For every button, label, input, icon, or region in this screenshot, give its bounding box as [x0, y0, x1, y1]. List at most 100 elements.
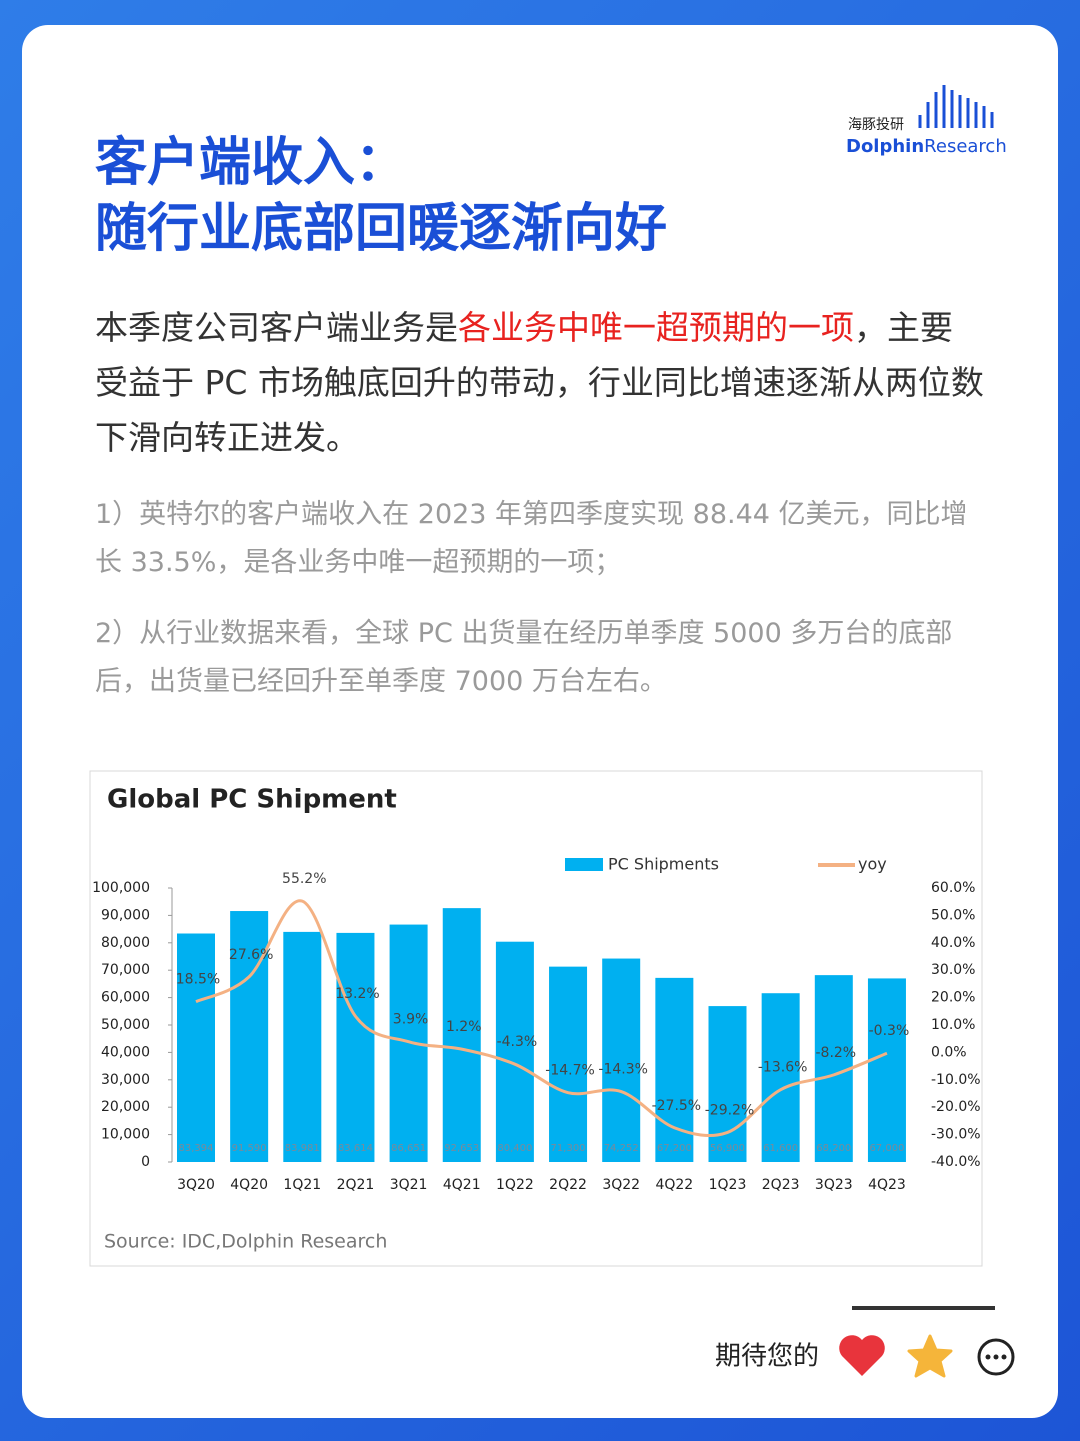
y-tick-label: 50,000: [101, 1017, 150, 1033]
logo-bars: [918, 85, 994, 128]
intro-text: 本季度公司客户端业务是: [95, 308, 458, 347]
bar: [495, 941, 534, 1162]
bar-label: 61,600: [763, 1143, 798, 1154]
y-tick-label: 20,000: [101, 1099, 150, 1115]
title-line: 客户端收入：: [95, 133, 408, 193]
yoy-label: 13.2%: [335, 986, 379, 1002]
yoy-label: -27.5%: [652, 1098, 702, 1114]
yoy-label: 3.9%: [393, 1012, 429, 1028]
y2-tick-label: 0.0%: [931, 1044, 967, 1060]
bar-label: 74,252: [604, 1143, 639, 1154]
yoy-label: 27.6%: [229, 947, 273, 963]
yoy-label: -0.3%: [869, 1023, 910, 1039]
yoy-label: -14.7%: [545, 1063, 595, 1079]
x-tick-label: 2Q22: [549, 1177, 587, 1193]
x-tick-label: 1Q23: [709, 1177, 747, 1193]
intro: 本季度公司客户端业务是各业务中唯一超预期的一项，主要受益于 PC 市场触底回升的…: [95, 300, 985, 465]
y-tick-label: 60,000: [101, 990, 150, 1006]
yoy-label: 1.2%: [446, 1019, 482, 1035]
legend-label: yoy: [858, 855, 887, 874]
x-tick-label: 2Q23: [762, 1177, 800, 1193]
bar: [336, 932, 375, 1162]
star-icon[interactable]: [907, 1334, 953, 1378]
yoy-label: 55.2%: [282, 871, 326, 887]
like-icon[interactable]: [839, 1335, 885, 1376]
bar: [442, 908, 481, 1162]
x-tick-label: 3Q21: [390, 1177, 428, 1193]
bar: [761, 993, 800, 1162]
x-tick-label: 3Q22: [602, 1177, 640, 1193]
x-tick-label: 3Q23: [815, 1177, 853, 1193]
yoy-label: -4.3%: [497, 1034, 538, 1050]
bar-label: 92,653: [444, 1143, 479, 1154]
x-tick-label: 2Q21: [337, 1177, 375, 1193]
y-tick-label: 70,000: [101, 962, 150, 978]
x-tick-label: 1Q21: [283, 1177, 321, 1193]
logo-en: DolphinResearch: [846, 136, 1007, 157]
y-tick-label: 90,000: [101, 907, 150, 923]
bar: [549, 966, 588, 1162]
bar-label: 71,300: [551, 1143, 586, 1154]
intro-highlight: 各业务中唯一超预期的一项: [458, 308, 854, 347]
chart-source: Source: IDC,Dolphin Research: [104, 1231, 387, 1253]
yoy-label: -14.3%: [598, 1062, 648, 1078]
x-tick-label: 4Q23: [868, 1177, 906, 1193]
bar: [230, 911, 269, 1162]
title-line: 随行业底部回暖逐渐向好: [95, 199, 668, 259]
yoy-label: -29.2%: [705, 1102, 755, 1118]
y2-tick-label: 60.0%: [931, 880, 975, 896]
bar-label: 56,900: [710, 1143, 745, 1154]
y2-tick-label: -40.0%: [931, 1154, 981, 1170]
bar: [177, 933, 215, 1162]
yoy-label: 18.5%: [176, 972, 220, 988]
comment-icon[interactable]: [977, 1338, 1015, 1376]
y-tick-label: 30,000: [101, 1072, 150, 1088]
bar-label: 67,000: [869, 1143, 904, 1154]
x-tick-label: 4Q21: [443, 1177, 481, 1193]
y2-tick-label: 20.0%: [931, 990, 975, 1006]
y2-tick-label: 30.0%: [931, 962, 975, 978]
x-tick-label: 4Q22: [655, 1177, 693, 1193]
footer-prompt: 期待您的: [715, 1342, 819, 1372]
bar-label: 83,614: [338, 1143, 373, 1154]
comment-dots: [985, 1354, 1007, 1360]
x-tick-label: 1Q22: [496, 1177, 534, 1193]
bar-label: 83,981: [285, 1143, 320, 1154]
y2-tick-label: -30.0%: [931, 1127, 981, 1143]
bar-label: 68,200: [816, 1143, 851, 1154]
legend-label: PC Shipments: [608, 855, 719, 874]
bar-label: 86,651: [391, 1143, 426, 1154]
y-tick-label: 0: [141, 1154, 150, 1170]
logo-en-1: Dolphin: [846, 136, 924, 157]
bar-label: 91,590: [232, 1143, 267, 1154]
y2-tick-label: -10.0%: [931, 1072, 981, 1088]
yoy-label: -13.6%: [758, 1060, 808, 1076]
point: 2）从行业数据来看，全球 PC 出货量在经历单季度 5000 多万台的底部后，出…: [95, 618, 953, 697]
y2-tick-label: 50.0%: [931, 907, 975, 923]
chart-title: Global PC Shipment: [107, 785, 397, 815]
bar: [283, 931, 322, 1162]
bar-label: 67,200: [657, 1143, 692, 1154]
y2-tick-label: 40.0%: [931, 935, 975, 951]
legend-swatch: [565, 858, 603, 871]
y2-tick-label: -20.0%: [931, 1099, 981, 1115]
y-tick-label: 40,000: [101, 1044, 150, 1060]
intro-text: ，主要受益于 PC 市场触底回升的带动，行业同比增速逐渐从两位数下滑向转正进发。: [95, 308, 984, 457]
logo-en-2: Research: [924, 136, 1007, 157]
yoy-line: [195, 899, 888, 1138]
x-tick-label: 4Q20: [230, 1177, 268, 1193]
bar-label: 83,394: [179, 1143, 214, 1154]
x-tick-label: 3Q20: [177, 1177, 215, 1193]
point: 1）英特尔的客户端收入在 2023 年第四季度实现 88.44 亿美元，同比增长…: [95, 499, 968, 578]
yoy-label: -8.2%: [815, 1045, 856, 1061]
y-tick-label: 10,000: [101, 1127, 150, 1143]
bar: [602, 958, 641, 1162]
y2-tick-label: 10.0%: [931, 1017, 975, 1033]
logo: 海豚投研 DolphinResearch: [846, 85, 1007, 157]
logo-cn: 海豚投研: [848, 117, 904, 133]
y-tick-label: 80,000: [101, 935, 150, 951]
bar: [867, 978, 906, 1162]
